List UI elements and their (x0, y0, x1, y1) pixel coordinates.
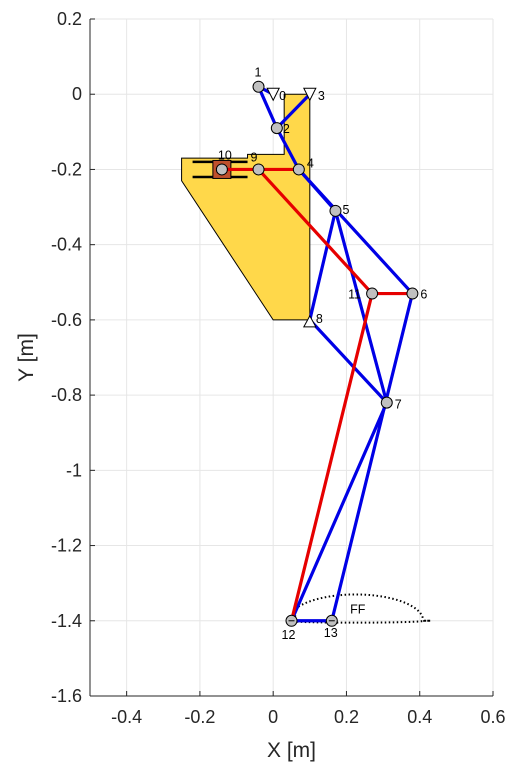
x-tick-label: 0.6 (480, 707, 505, 727)
x-tick-label: -0.4 (111, 707, 142, 727)
links (220, 85, 414, 623)
y-tick-label: 0 (72, 84, 82, 104)
joint-11 (366, 287, 379, 300)
joint-5 (329, 204, 342, 217)
joint-1 (252, 80, 265, 93)
node-label-3: 3 (318, 89, 325, 103)
node-label-5: 5 (342, 203, 349, 217)
x-axis-label: X [m] (267, 739, 316, 762)
axes (89, 18, 494, 697)
y-tick-label: -0.2 (51, 159, 82, 179)
foot-trajectory: FF (294, 593, 431, 624)
ground-pivot-8 (302, 314, 317, 328)
body-layer (181, 93, 311, 321)
node-label-12: 12 (282, 628, 296, 642)
node-label-11: 11 (348, 288, 361, 302)
node-label-2: 2 (283, 122, 290, 136)
joint-10 (215, 163, 228, 176)
joint-7 (380, 396, 393, 409)
joints (215, 80, 419, 627)
blue-link-4-6 (297, 167, 414, 296)
y-tick-label: -1 (66, 460, 82, 480)
x-tick-label: 0.2 (334, 707, 359, 727)
joint-2 (270, 122, 283, 135)
foot-trajectory-path (294, 593, 431, 624)
y-tick-label: -1.2 (51, 536, 82, 556)
node-label-7: 7 (395, 398, 402, 412)
joint-9 (252, 163, 265, 176)
blue-link-1-2 (256, 85, 279, 130)
node-label-4: 4 (307, 156, 314, 170)
x-tick-label: -0.2 (184, 707, 215, 727)
grid (90, 18, 494, 697)
y-tick-label: -1.4 (51, 611, 82, 631)
blue-link-5-8 (308, 209, 338, 322)
y-tick-label: -1.6 (51, 686, 82, 706)
node-label-1: 1 (255, 66, 262, 80)
blue-link-2-3 (275, 92, 312, 130)
blue-link-7-12 (289, 401, 389, 623)
blue-link-2-4 (275, 126, 301, 172)
ground-pivot-3 (303, 87, 317, 102)
x-tick-label: 0 (268, 707, 278, 727)
joint-6 (406, 287, 419, 300)
node-label-13: 13 (324, 626, 338, 640)
x-tick-label: 0.4 (407, 707, 432, 727)
y-tick-label: -0.8 (51, 385, 82, 405)
blue-link-8-7 (308, 318, 389, 405)
foot-trajectory-label: FF (350, 602, 366, 616)
tick-labels: -0.4 -0.2 0 0.2 0.4 0.6 0.2 0 -0.2 -0.4 -0.6 -0.8 -1… (51, 9, 506, 727)
blue-link-5-7 (333, 209, 389, 405)
body-polygon (181, 93, 311, 321)
red-link-11-12 (289, 291, 374, 623)
node-label-8: 8 (316, 312, 323, 326)
y-axis-label: Y [m] (15, 333, 38, 382)
red-link-9-11 (256, 167, 374, 296)
joint-4 (292, 163, 305, 176)
node-label-9: 9 (251, 150, 258, 164)
ground-pivots (266, 87, 317, 328)
y-tick-label: -0.6 (51, 310, 82, 330)
y-tick-label: -0.4 (51, 235, 82, 255)
node-label-6: 6 (420, 288, 427, 302)
node-label-10: 10 (218, 148, 232, 162)
y-tick-label: 0.2 (57, 9, 82, 29)
node-label-0: 0 (279, 89, 286, 103)
ground-pivot-0 (266, 87, 280, 102)
blue-link-6-13 (330, 291, 414, 623)
